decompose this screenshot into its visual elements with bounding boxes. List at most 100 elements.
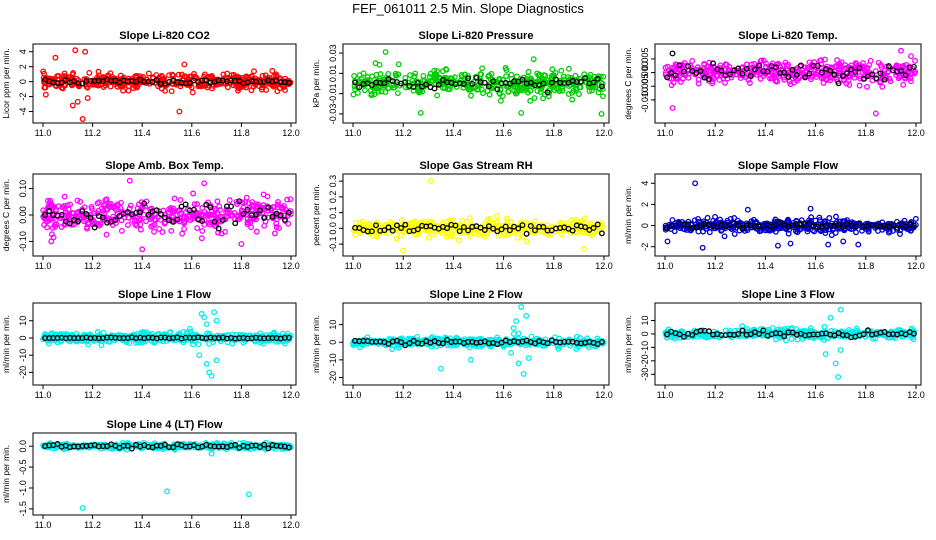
outlier-point [203,321,210,328]
data-point [203,201,210,208]
data-point [252,81,259,88]
data-point [843,80,850,87]
data-point [477,224,484,231]
data-point [804,226,811,232]
data-point [79,80,86,87]
data-point [61,221,68,228]
data-point [183,331,190,337]
data-point [910,63,917,70]
data-point [186,80,193,86]
data-point [910,329,916,336]
data-point [701,61,708,68]
data-point [518,219,525,225]
y-axis-label: degrees C per min. [1,179,11,251]
data-point [835,80,842,87]
data-point [735,65,742,72]
data-point [360,70,367,77]
y-tick-label: -0.03 [328,104,338,125]
data-point [91,338,97,345]
x-tick-label: 12.0 [907,261,925,271]
data-point [287,196,294,203]
outlier-point [580,245,587,252]
data-point [569,96,576,103]
data-point [166,72,172,79]
data-point [528,333,535,340]
data-point [833,213,839,220]
data-point [461,75,468,82]
data-point [277,212,284,219]
series-selected [352,221,605,237]
data-point [435,81,442,88]
data-point [191,70,197,77]
y-axis-label: ml/min per min. [623,315,633,373]
outlier-point [52,54,59,61]
data-point [877,79,884,86]
data-point [285,334,292,341]
data-point [132,221,139,228]
data-point [194,225,201,232]
data-point [66,220,73,227]
y-axis-label: degrees C per min. [623,47,633,119]
outlier-point [238,241,245,248]
data-point [505,231,511,238]
data-point [181,225,188,232]
data-point [458,72,465,78]
data-point [190,190,197,197]
data-point [280,84,287,91]
data-point [381,80,388,87]
data-point [191,201,198,208]
data-point [247,219,254,226]
data-point [42,91,49,98]
data-point [885,63,892,70]
data-point [153,77,160,83]
data-point [411,73,418,80]
y-tick-label: -4 [18,108,28,116]
outlier-point [196,352,203,359]
outlier-point [837,347,844,354]
y-tick-label: 0.03 [328,44,338,62]
y-tick-label: 0.000 [640,61,650,84]
data-point [88,205,95,212]
data-point [731,231,738,237]
data-point [760,327,767,334]
data-point [734,68,741,75]
data-point [214,198,221,205]
x-tick-label: 11.4 [757,261,774,271]
data-point [233,198,240,205]
data-point [456,237,462,244]
data-point [61,70,68,77]
data-point [794,69,801,76]
data-point [695,80,702,87]
data-point [894,224,901,231]
data-point [390,82,397,88]
x-tick-label: 11.2 [84,390,101,400]
data-point [161,214,168,221]
data-point [459,217,466,224]
y-tick-label: 0 [328,340,338,345]
data-point [208,211,215,218]
data-point [420,72,427,79]
outlier-point [520,371,527,377]
data-point [585,230,592,237]
outlier-point [518,304,525,310]
data-point [207,74,214,81]
data-point [103,231,110,238]
data-point [527,79,534,86]
data-point [504,218,511,225]
data-point [84,225,90,232]
data-point [96,222,103,229]
data-point [194,201,201,207]
data-point [83,211,90,217]
outlier-point [840,238,847,245]
x-tick-label: 11.2 [84,520,101,530]
data-point [445,86,452,93]
data-point [831,71,838,78]
x-tick-label: 11.8 [857,261,874,271]
plot-frame [654,302,922,386]
x-tick-label: 11.0 [657,390,674,400]
data-point [206,330,213,337]
data-point [486,91,493,98]
data-point [190,206,197,213]
